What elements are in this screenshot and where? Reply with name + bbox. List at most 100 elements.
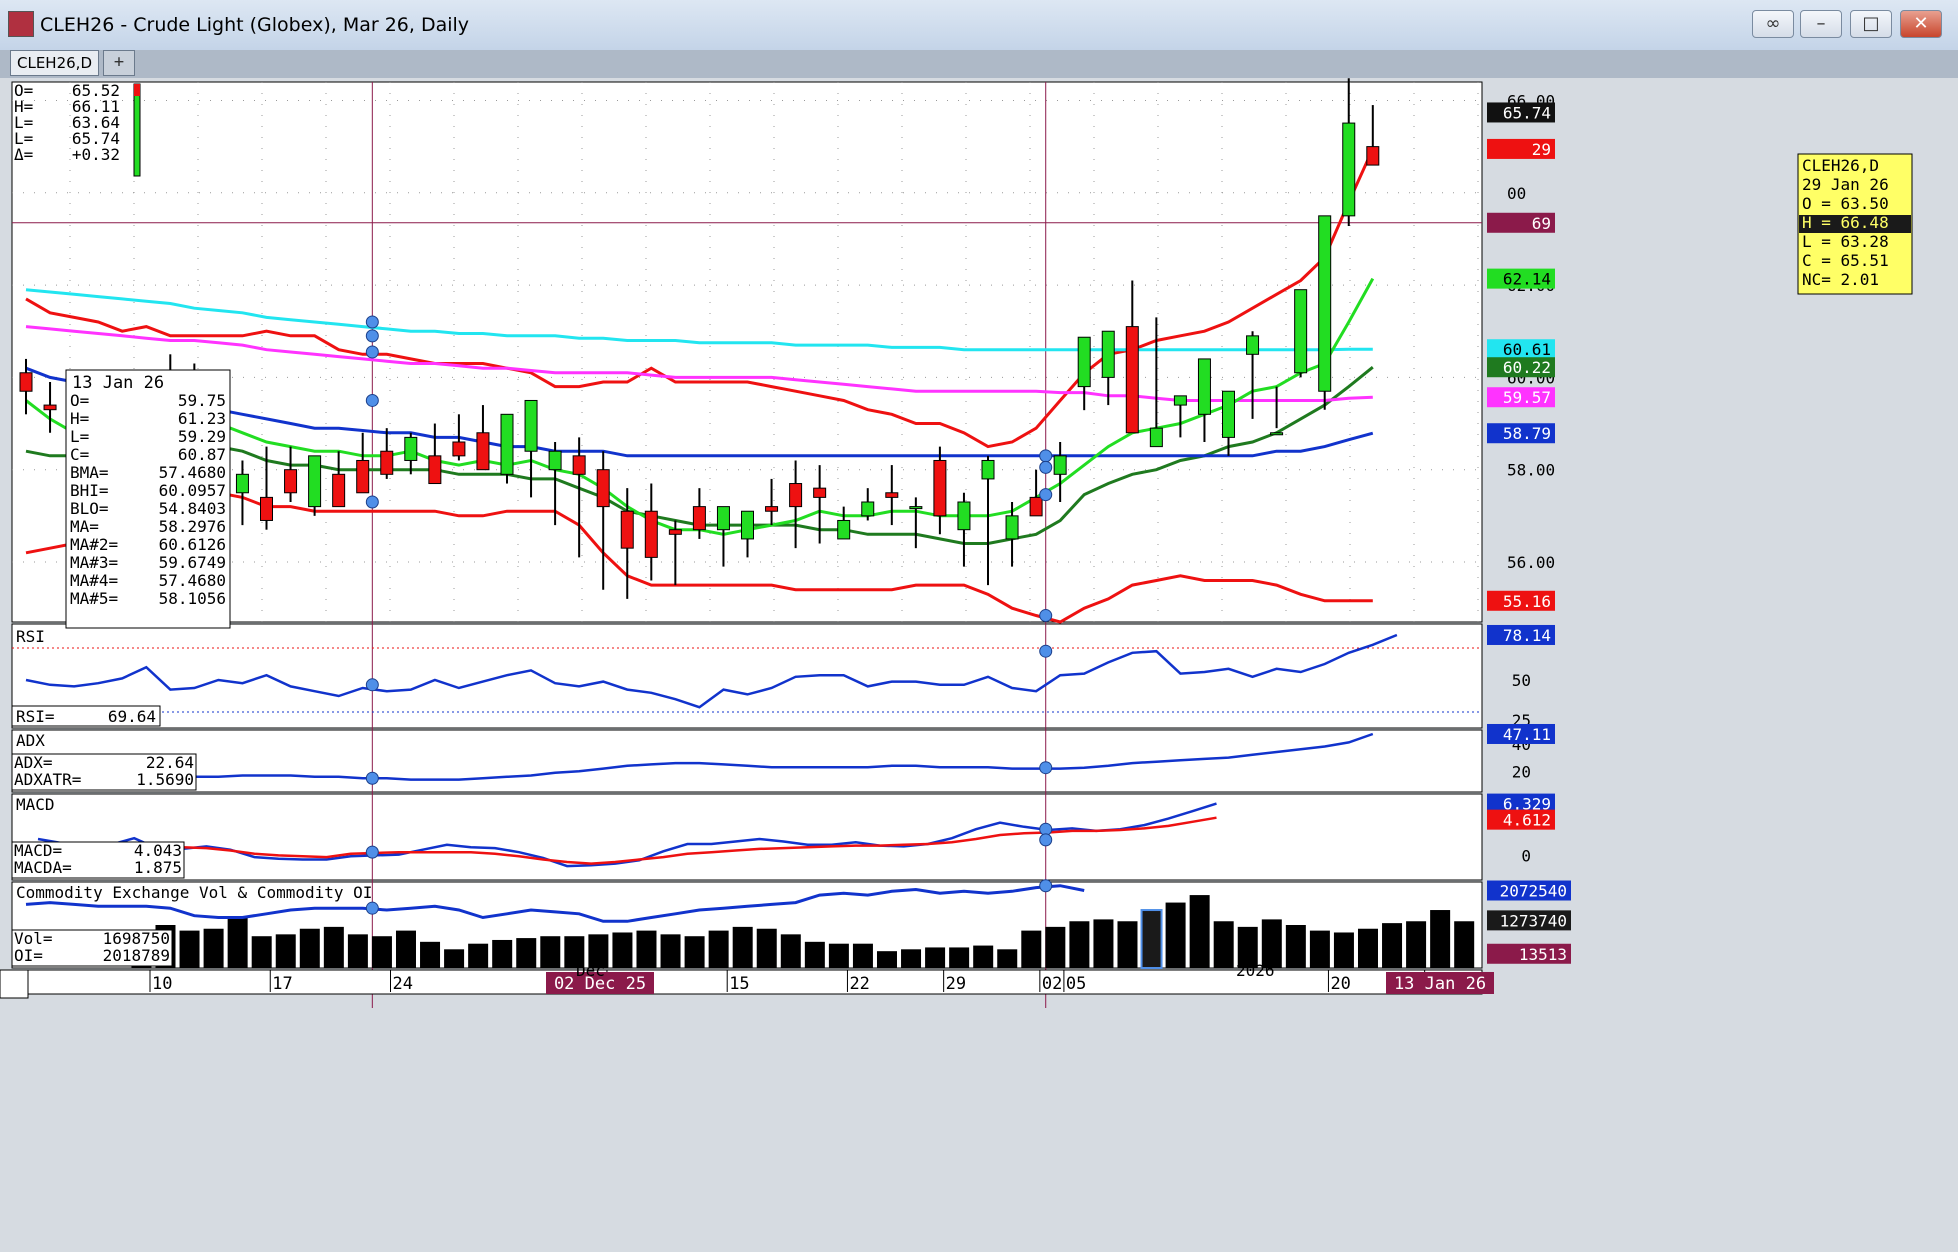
time-axis: [11, 969, 1483, 995]
macd-readout-box: [11, 841, 185, 879]
cursor-marker: [1039, 488, 1053, 502]
volume-bar: [227, 917, 248, 968]
close-button[interactable]: ✕: [1900, 10, 1942, 38]
time-axis-label: 29: [946, 974, 966, 994]
add-tab-button[interactable]: +: [103, 50, 135, 76]
candle-body: [620, 510, 634, 549]
price-tag-label: 58.79: [1503, 424, 1551, 443]
price-tag: [1487, 590, 1555, 611]
volume-readout-value: 2018789: [103, 946, 170, 965]
series-line-ma2: [25, 288, 1373, 352]
tab-chart[interactable]: CLEH26,D: [10, 50, 99, 76]
volume-bar: [780, 934, 801, 968]
candle-body: [741, 510, 754, 540]
pane-rsi: [11, 623, 1483, 729]
candle-body: [1101, 330, 1115, 378]
volume-bar: [395, 930, 416, 968]
ohlc-label: L=: [14, 129, 33, 148]
candle-body: [1173, 395, 1187, 406]
candle-body: [356, 459, 370, 494]
candle-body: [1005, 515, 1019, 540]
title-bar: CLEH26 - Crude Light (Globex), Mar 26, D…: [0, 0, 1958, 51]
volume-bar: [468, 943, 489, 968]
price-tag-label: 62.14: [1503, 270, 1551, 289]
time-year-label: Dec: [576, 961, 605, 980]
volume-bar: [660, 934, 681, 968]
cursor-box-value: 60.0957: [159, 481, 226, 500]
candle-body: [1342, 122, 1356, 217]
volume-bar: [732, 926, 753, 968]
adx-readout-box: [11, 753, 197, 791]
volume-bar: [949, 947, 970, 968]
oi-line: [25, 884, 1085, 923]
cursor-marker: [1039, 833, 1053, 847]
cursor-marker: [365, 345, 379, 359]
volume-bar: [420, 941, 441, 968]
volume-bar: [876, 951, 897, 968]
candle-body: [1222, 390, 1235, 438]
pane-adx: [11, 729, 1483, 793]
app-icon: [8, 11, 34, 37]
price-axis-label: 58.00: [1507, 461, 1555, 480]
cursor-box-label: BHI=: [70, 481, 109, 500]
cursor-marker: [1039, 644, 1053, 658]
candle-body: [716, 506, 730, 531]
candle-body: [789, 483, 803, 508]
candle-body: [235, 473, 249, 494]
price-axis-label: 00: [1507, 184, 1526, 203]
link-icon[interactable]: ∞: [1752, 10, 1794, 38]
adx-tag: [1487, 723, 1555, 744]
cursor-marker: [1039, 460, 1053, 474]
volume-bar: [1117, 921, 1138, 968]
ohlc-bar-icon: [133, 83, 141, 177]
price-tag-label: 69: [1532, 214, 1551, 233]
time-axis-label: 02: [1042, 974, 1062, 994]
candle-body: [1294, 289, 1308, 374]
cursor-box-value: 59.29: [178, 427, 226, 446]
cursor-box-value: 59.75: [178, 391, 226, 410]
cursor-box-label: MA#5=: [70, 589, 118, 608]
macd-title: MACD: [16, 795, 55, 814]
minimize-button[interactable]: –: [1800, 10, 1842, 38]
candle-body: [1029, 496, 1043, 517]
time-axis-label: 24: [393, 974, 413, 994]
chart-area[interactable]: 66.000062.0060.0058.0056.0065.74296962.1…: [0, 78, 1958, 1252]
volume-tag-label: 13513: [1519, 945, 1567, 964]
ohlc-label: H=: [14, 97, 33, 116]
price-tag: [1487, 423, 1555, 444]
candle-body: [332, 473, 346, 508]
volume-bar: [1237, 926, 1258, 968]
candle-body: [428, 455, 442, 485]
time-axis-label: 05: [1066, 974, 1086, 994]
corner-box: [0, 969, 29, 999]
price-tag: [1487, 102, 1555, 123]
volume-readout-value: 1698750: [103, 929, 170, 948]
volume-bar: [1021, 930, 1042, 968]
volume-tag-label: 2072540: [1500, 882, 1567, 901]
series-line-ma: [25, 366, 1374, 458]
bottom-frame: [0, 970, 1958, 1252]
time-axis-label: 22: [849, 974, 869, 994]
rsi-readout-value: 69.64: [108, 707, 156, 726]
adx-readout-value: 22.64: [146, 753, 194, 772]
price-tag: [1487, 387, 1555, 408]
rsi-line: [25, 633, 1398, 709]
candle-body: [1318, 215, 1332, 392]
cursor-box-label: O=: [70, 391, 89, 410]
cursor-box-label: BMA=: [70, 463, 109, 482]
candle-body: [19, 372, 33, 392]
hover-box-row: 29 Jan 26: [1802, 175, 1889, 194]
cursor-box-value: 54.8403: [159, 499, 226, 518]
candle-body: [404, 436, 418, 461]
cursor-marker: [365, 393, 379, 407]
volume-bar: [636, 930, 657, 968]
pane-macd: [11, 793, 1483, 881]
maximize-button[interactable]: □: [1850, 10, 1892, 38]
cursor-box-value: 59.6749: [159, 553, 226, 572]
candle-body: [1246, 335, 1260, 355]
macd-tag: [1487, 809, 1555, 830]
tab-bar: [0, 50, 1958, 78]
volume-bar: [1285, 925, 1306, 968]
cursor-box-label: C=: [70, 445, 89, 464]
volume-bar: [708, 930, 729, 968]
